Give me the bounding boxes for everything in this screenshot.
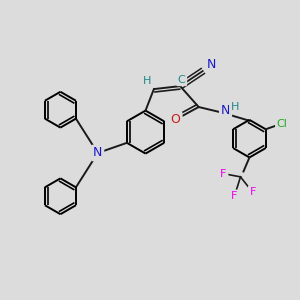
Text: N: N — [207, 58, 217, 71]
Text: N: N — [221, 104, 230, 117]
Text: H: H — [143, 76, 152, 86]
Text: O: O — [171, 113, 181, 126]
Text: F: F — [249, 187, 256, 197]
Text: Cl: Cl — [277, 119, 288, 129]
Text: H: H — [231, 102, 239, 112]
Text: C: C — [178, 74, 185, 85]
Text: N: N — [93, 146, 102, 160]
Text: F: F — [231, 191, 238, 201]
Text: F: F — [220, 169, 227, 179]
